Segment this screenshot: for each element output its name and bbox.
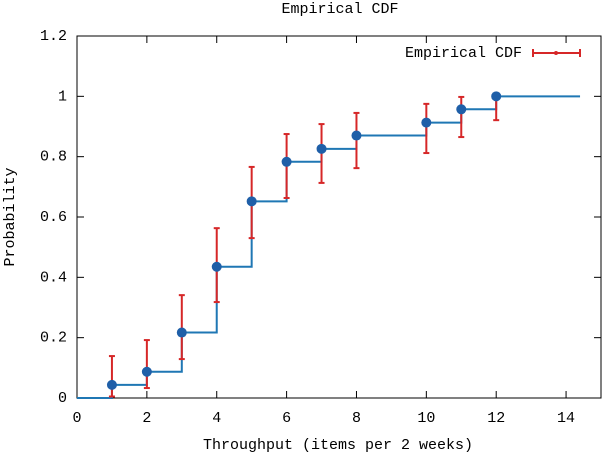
error-bar xyxy=(458,95,465,139)
y-tick-label: 1.2 xyxy=(40,28,67,45)
step-line xyxy=(77,95,581,399)
point xyxy=(316,143,327,154)
x-tick-label: 8 xyxy=(352,410,361,427)
x-tick-label: 2 xyxy=(142,410,151,427)
error-bar xyxy=(178,294,185,361)
point xyxy=(456,104,467,115)
x-tick-label: 10 xyxy=(417,410,435,427)
point xyxy=(246,196,257,207)
x-tick-label: 14 xyxy=(557,410,575,427)
legend-label: Empirical CDF xyxy=(405,45,522,62)
chart-title: Empirical CDF xyxy=(281,1,398,18)
y-axis-label: Probability xyxy=(2,167,19,266)
x-tick-label: 0 xyxy=(72,410,81,427)
point xyxy=(421,117,432,128)
point xyxy=(211,261,222,272)
x-axis-label: Throughput (items per 2 weeks) xyxy=(203,437,473,454)
legend-swatch xyxy=(554,51,558,55)
x-tick-label: 6 xyxy=(282,410,291,427)
y-tick-label: 0 xyxy=(58,390,67,407)
point xyxy=(351,130,362,141)
error-bar xyxy=(143,339,150,390)
x-tick-label: 4 xyxy=(212,410,221,427)
y-tick-label: 0.8 xyxy=(40,149,67,166)
y-tick-label: 0.4 xyxy=(40,269,67,286)
error-bar xyxy=(108,355,115,398)
point xyxy=(141,366,152,377)
y-tick-label: 0.2 xyxy=(40,330,67,347)
point xyxy=(491,91,502,102)
x-tick-label: 12 xyxy=(487,410,505,427)
point xyxy=(176,327,187,338)
point xyxy=(106,379,117,390)
y-tick-label: 0.6 xyxy=(40,209,67,226)
y-tick-label: 1 xyxy=(58,88,67,105)
error-bar xyxy=(423,102,430,155)
plot-frame xyxy=(76,35,602,399)
point xyxy=(281,156,292,167)
